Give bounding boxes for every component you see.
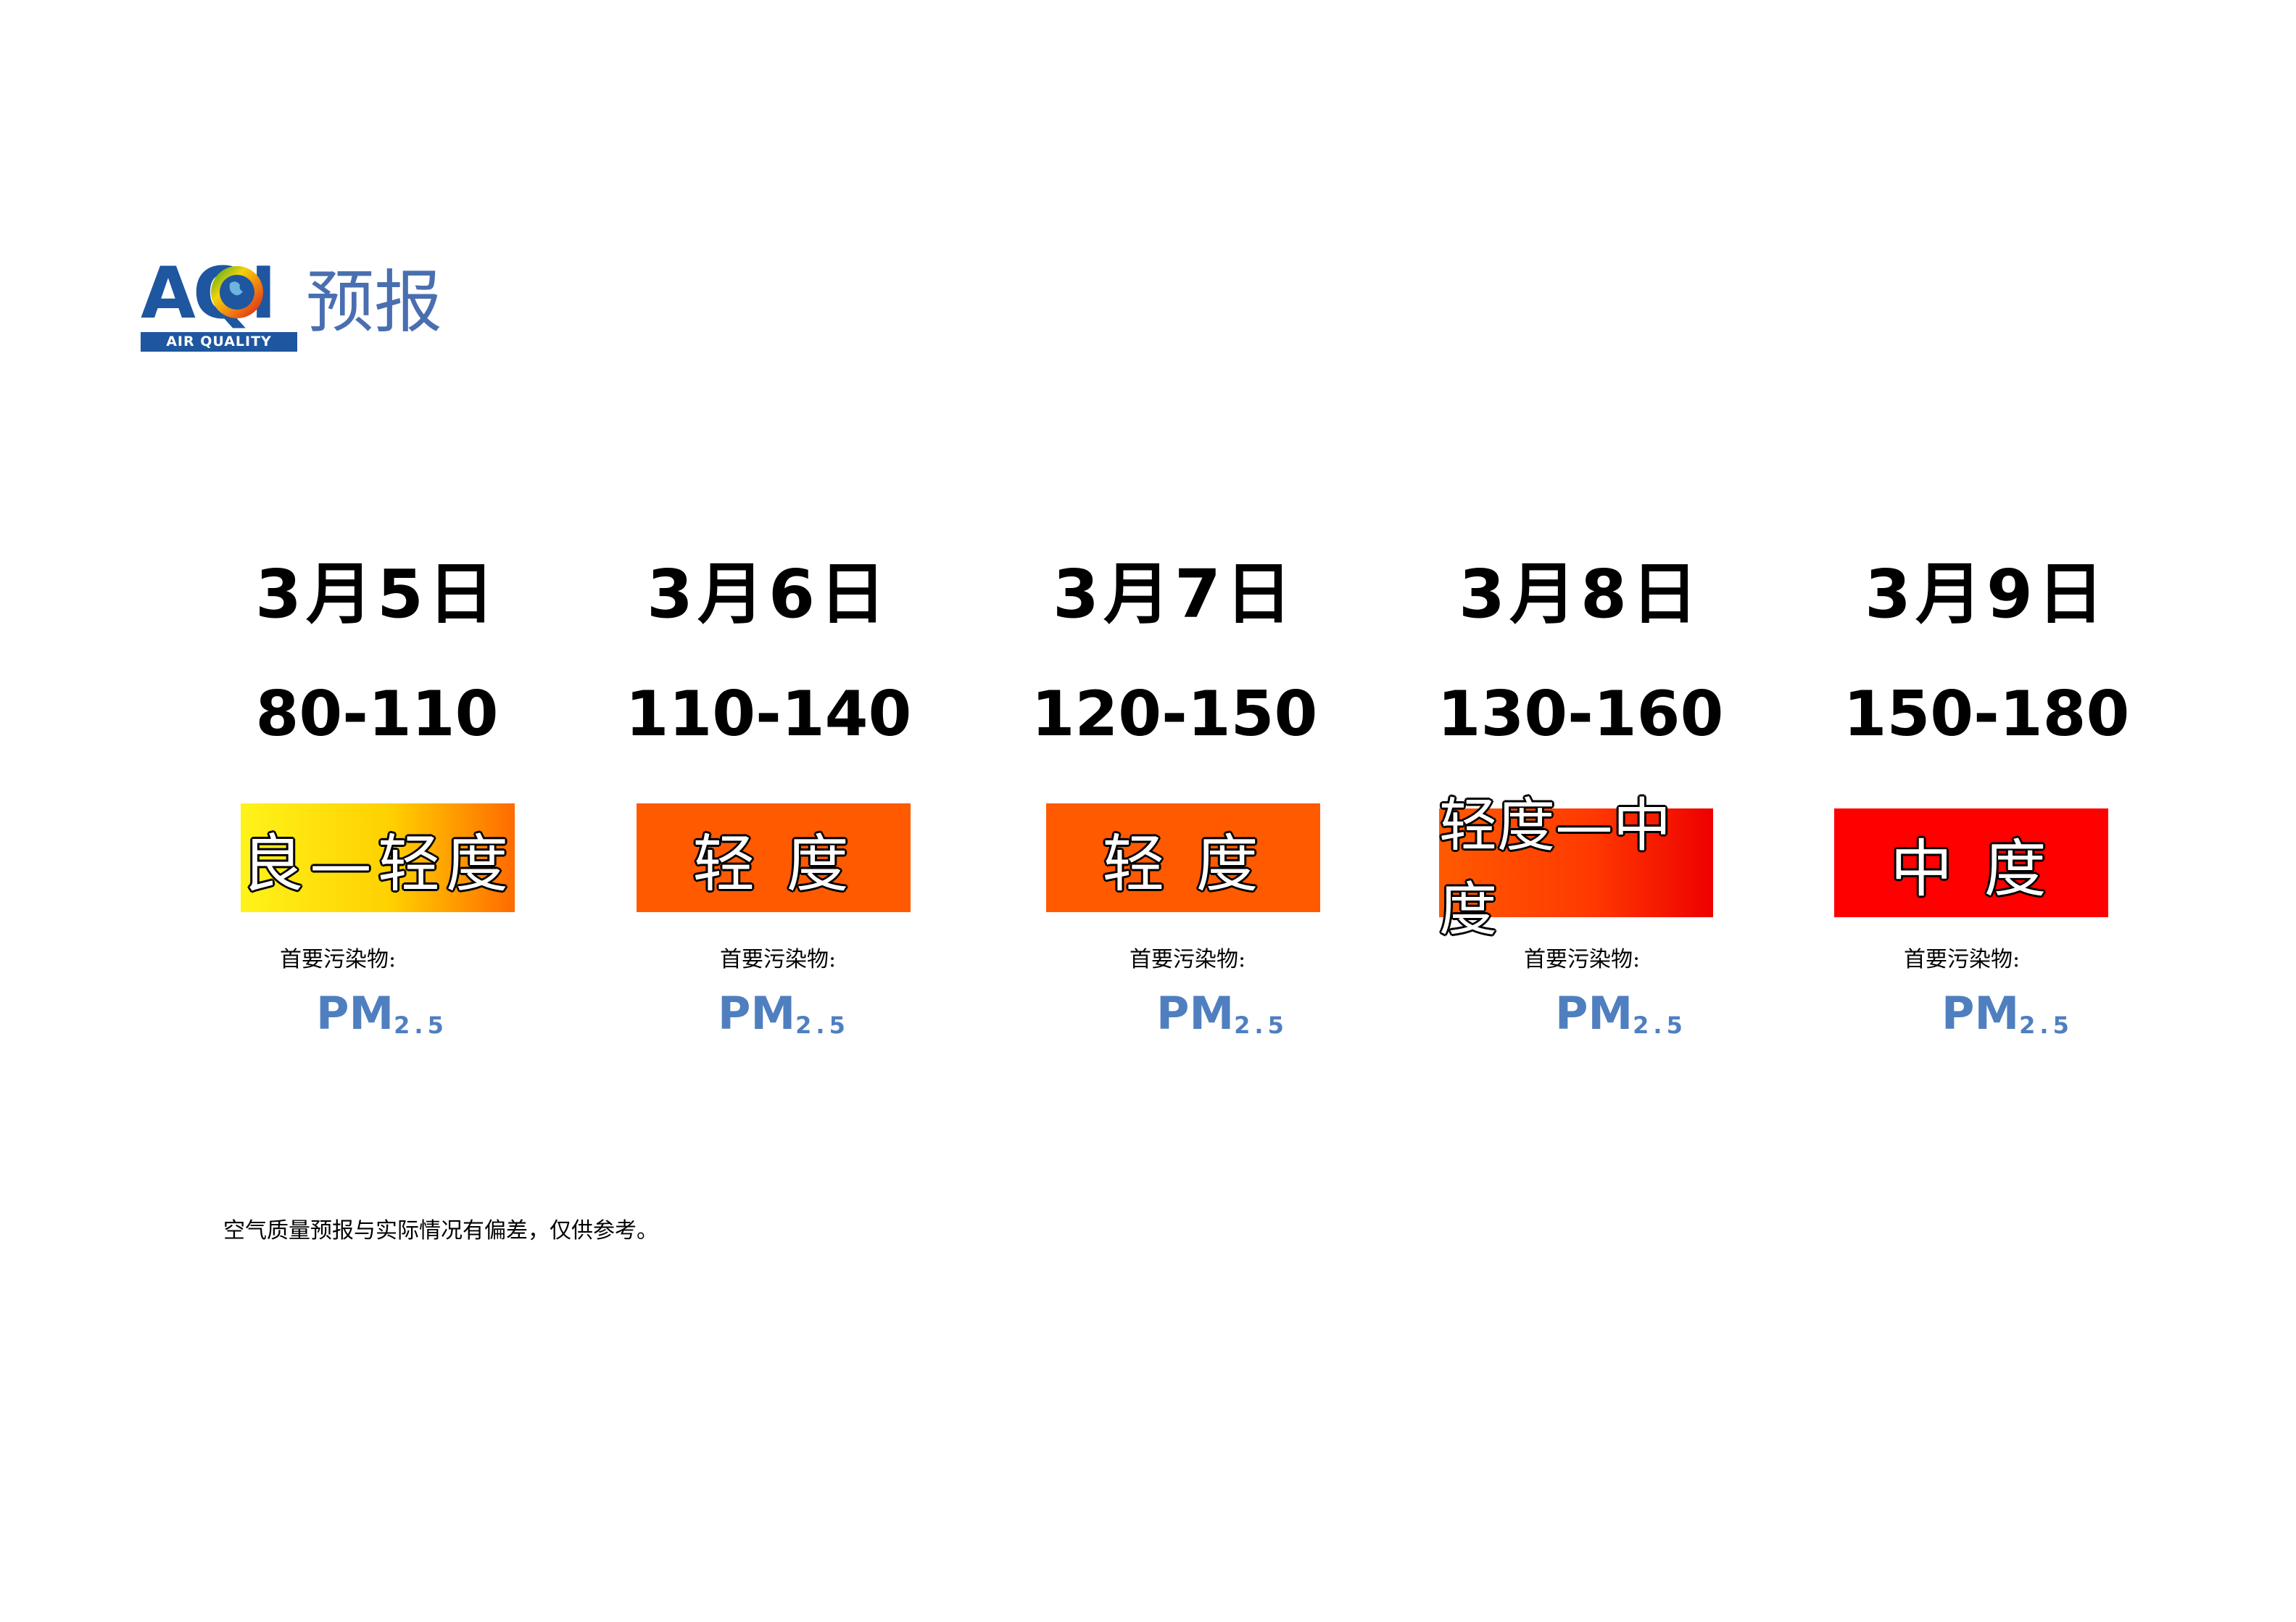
forecast-date: 3月5日 xyxy=(254,555,500,633)
pollutant-name: PM xyxy=(718,987,796,1040)
forecast-day-2: 3月6日 110-140 轻 度 首要污染物: PM2.5 xyxy=(609,551,928,1059)
pollutant-value: PM2.5 xyxy=(316,985,448,1054)
pollutant-label: 首要污染物: xyxy=(1904,947,2021,972)
pollutant-name: PM xyxy=(1156,987,1235,1040)
level-badge: 中 度 xyxy=(1834,808,2108,917)
pollutant-label: 首要污染物: xyxy=(280,947,397,972)
level-badge: 轻 度 xyxy=(637,803,911,912)
pollutant-label: 首要污染物: xyxy=(720,947,837,972)
disclaimer-note: 空气质量预报与实际情况有偏差，仅供参考。 xyxy=(223,1218,658,1244)
pollutant-label: 首要污染物: xyxy=(1130,947,1246,972)
level-badge: 轻度—中度 xyxy=(1439,792,1713,943)
pollutant-name: PM xyxy=(1941,987,2020,1040)
pollutant-subscript: 2.5 xyxy=(394,1011,448,1039)
pollutant-name: PM xyxy=(316,987,394,1040)
level-badge: 轻 度 xyxy=(1046,803,1320,912)
globe-icon xyxy=(211,266,263,318)
pollutant-value: PM2.5 xyxy=(1156,985,1288,1054)
forecast-date: 3月6日 xyxy=(646,555,891,633)
forecast-date: 3月8日 xyxy=(1458,555,1703,633)
pollutant-name: PM xyxy=(1555,987,1633,1040)
aqi-range: 130-160 xyxy=(1437,678,1724,750)
forecast-day-1: 3月5日 80-110 良—轻度 首要污染物: PM2.5 xyxy=(217,551,536,1059)
aqi-logo: AQI AIR QUALITY INDEX 预报 xyxy=(141,257,460,369)
pollutant-subscript: 2.5 xyxy=(795,1011,850,1039)
aqi-range: 110-140 xyxy=(625,678,912,750)
pollutant-value: PM2.5 xyxy=(718,985,850,1054)
pollutant-value: PM2.5 xyxy=(1941,985,2073,1054)
forecast-date: 3月7日 xyxy=(1052,555,1297,633)
forecast-date: 3月9日 xyxy=(1864,555,2109,633)
pollutant-subscript: 2.5 xyxy=(1234,1011,1288,1039)
pollutant-label: 首要污染物: xyxy=(1524,947,1641,972)
forecast-day-3: 3月7日 120-150 轻 度 首要污染物: PM2.5 xyxy=(1015,551,1334,1059)
page-title: 预报 xyxy=(306,263,443,342)
forecast-day-5: 3月9日 150-180 中 度 首要污染物: PM2.5 xyxy=(1827,551,2146,1059)
aqi-range: 80-110 xyxy=(255,678,499,750)
aqi-range: 120-150 xyxy=(1031,678,1318,750)
pollutant-subscript: 2.5 xyxy=(2019,1011,2073,1039)
level-badge: 良—轻度 xyxy=(241,803,515,912)
aqi-range: 150-180 xyxy=(1843,678,2130,750)
pollutant-value: PM2.5 xyxy=(1555,985,1687,1054)
pollutant-subscript: 2.5 xyxy=(1633,1011,1687,1039)
forecast-day-4: 3月8日 130-160 轻度—中度 首要污染物: PM2.5 xyxy=(1421,551,1740,1059)
logo-subtitle: AIR QUALITY INDEX xyxy=(141,332,297,369)
